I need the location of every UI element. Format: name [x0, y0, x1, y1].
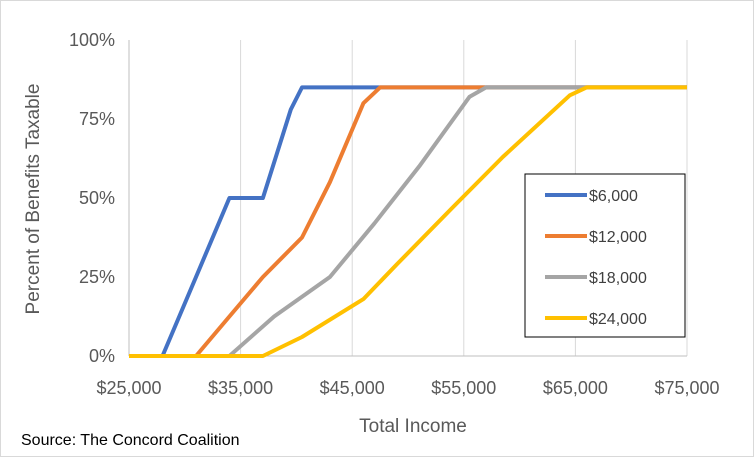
series-line-1: [129, 85, 687, 358]
x-tick-label-0: $25,000: [96, 378, 161, 398]
y-tick-label-2: 50%: [79, 188, 115, 208]
series-line-2: [129, 85, 687, 358]
legend-label-3: $24,000: [589, 311, 647, 328]
x-tick-label-1: $35,000: [208, 378, 273, 398]
legend-label-2: $18,000: [589, 270, 647, 287]
x-tick-label-5: $75,000: [654, 378, 719, 398]
series-lines: [129, 85, 687, 358]
source-note: Source: The Concord Coalition: [21, 432, 240, 449]
legend-label-0: $6,000: [589, 188, 638, 205]
legend: $6,000 $12,000 $18,000 $24,000: [524, 173, 686, 338]
legend-label-1: $12,000: [589, 229, 647, 246]
y-tick-label-3: 75%: [79, 109, 115, 129]
y-tick-label-0: 0%: [89, 346, 115, 366]
x-tick-label-2: $45,000: [320, 378, 385, 398]
series-line-0: [129, 85, 687, 358]
x-tick-label-4: $65,000: [543, 378, 608, 398]
legend-box: [524, 173, 686, 338]
y-tick-label-4: 100%: [69, 30, 115, 50]
x-tick-label-3: $55,000: [431, 378, 496, 398]
tick-labels: 0% 25% 50% 75% 100% $25,000 $35,000 $45,000 $55,…: [69, 30, 720, 398]
y-axis-title: Percent of Benefits Taxable: [23, 84, 44, 315]
x-axis-title: Total Income: [359, 416, 467, 437]
series-line-3: [129, 85, 687, 358]
y-tick-label-1: 25%: [79, 267, 115, 287]
